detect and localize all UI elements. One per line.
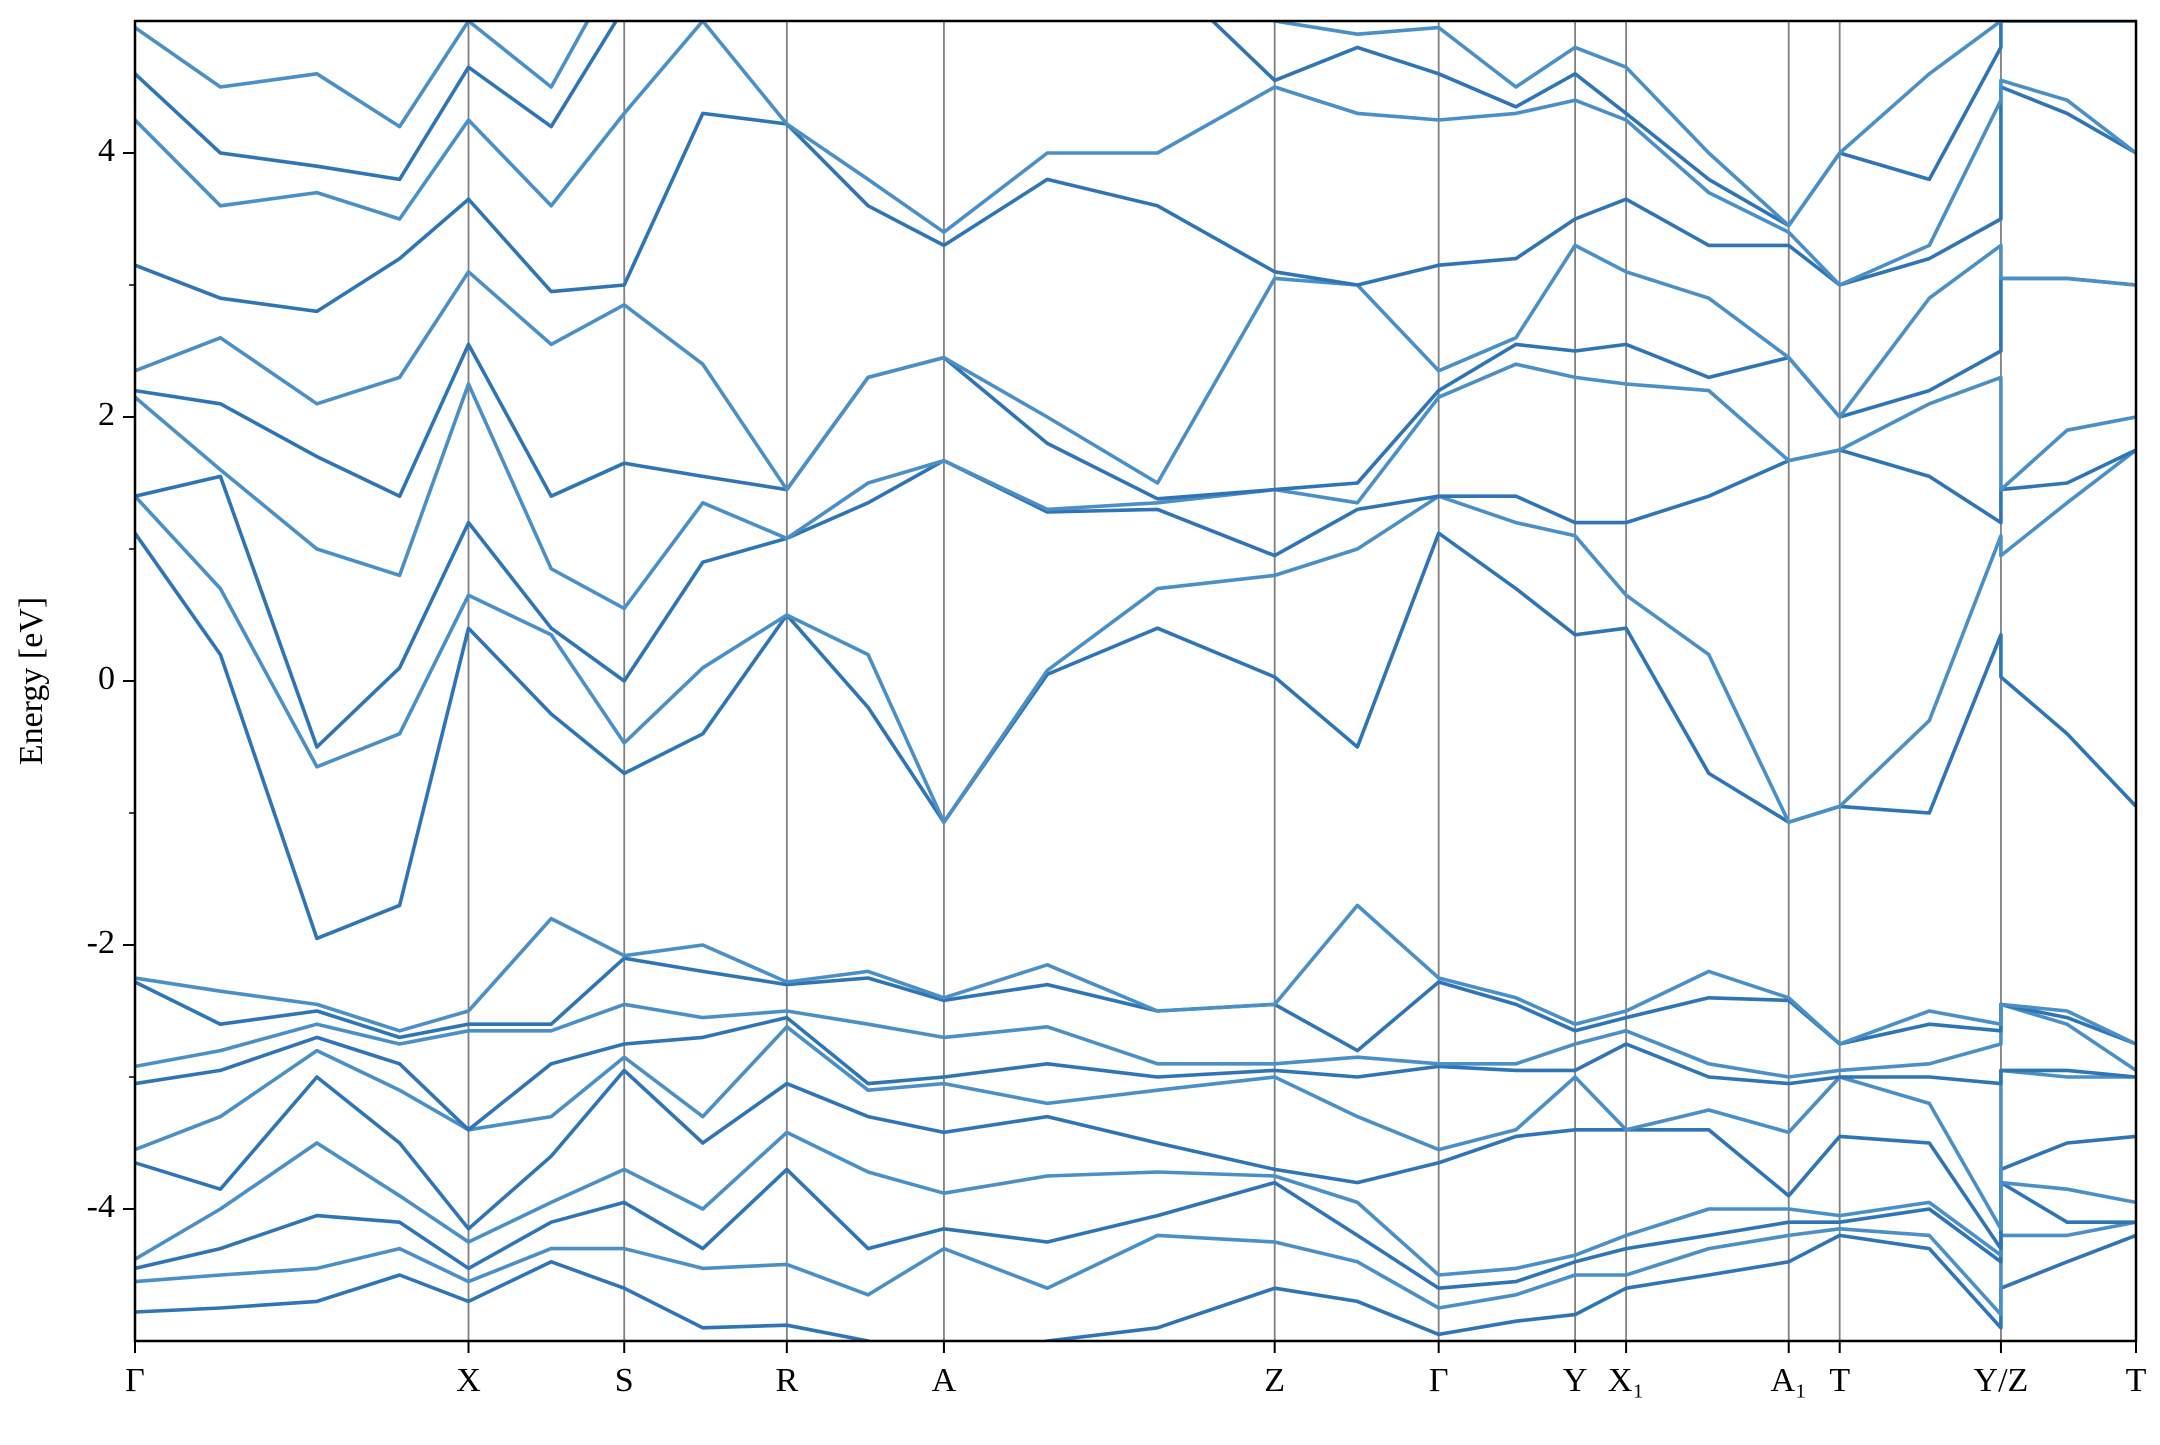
band-line [135,903,2136,1046]
band-line [135,1233,2136,1341]
band-line [135,21,2136,287]
x-tick-label: A₁ [1771,1362,1807,1399]
band-line [135,85,2136,314]
x-tick-label: Γ [125,1362,145,1399]
band-line [135,531,2136,941]
x-tick-label: X [456,1362,481,1399]
band-line [135,448,2136,749]
y-tick-label: -4 [87,1188,115,1225]
band-line [135,1068,2136,1251]
x-tick-label: Y [1563,1362,1588,1399]
band-line [135,1167,2136,1290]
band-line [135,21,2003,228]
x-tick-label: S [615,1362,634,1399]
x-tick-label: R [775,1362,798,1399]
x-tick-label: Y/Z [1974,1362,2029,1399]
y-tick-label: -2 [87,924,115,961]
x-tick-label: Γ [1429,1362,1449,1399]
x-tick-label: Z [1264,1362,1285,1399]
band-line [135,448,2136,824]
x-tick-label: A [932,1362,957,1399]
band-line [135,1220,2136,1317]
y-tick-label: 4 [98,132,115,169]
band-line [135,1015,2136,1132]
band-line [135,1130,2136,1277]
x-tick-label: T [1829,1362,1850,1399]
y-tick-label: 2 [98,396,115,433]
x-tick-label: X₁ [1608,1362,1644,1399]
band-line [135,21,2136,228]
x-tick-label: T [2126,1362,2147,1399]
band-line [135,276,2136,501]
y-axis-label: Energy [eV] [13,597,50,765]
y-tick-label: 0 [98,660,115,697]
band-line [135,1002,2136,1079]
band-line [135,243,2136,492]
band-line [135,1025,2136,1231]
